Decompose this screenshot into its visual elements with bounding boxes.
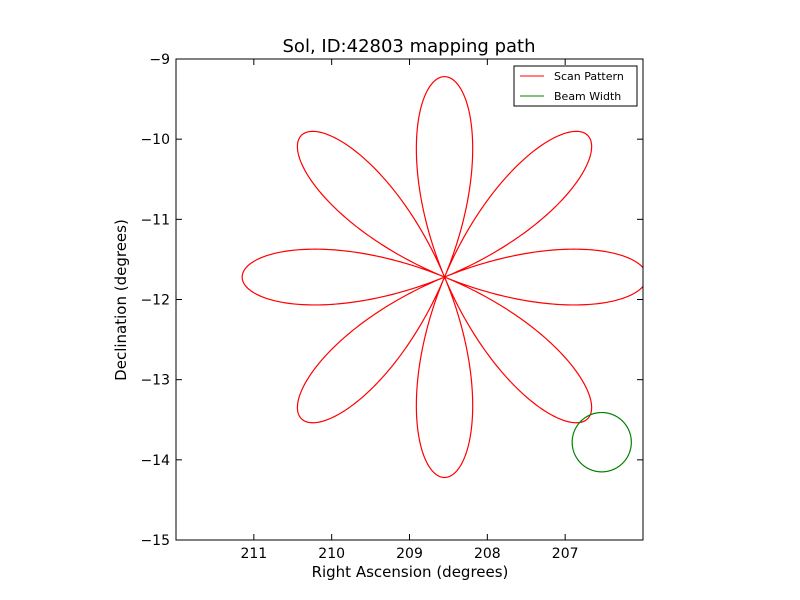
legend-label-beam-width: Beam Width	[554, 90, 621, 103]
chart-title: Sol, ID:42803 mapping path	[283, 36, 536, 57]
y-tick-label: −13	[140, 373, 170, 389]
legend: Scan Pattern Beam Width	[513, 65, 638, 107]
y-tick-label: −12	[140, 293, 170, 309]
x-tick-label: 209	[396, 546, 423, 562]
y-tick-label: −15	[140, 533, 170, 549]
x-tick-label: 210	[318, 546, 345, 562]
y-axis: −9 −10 −11 −12 −13 −14 −15	[140, 52, 643, 549]
y-tick-label: −9	[149, 52, 170, 68]
x-axis: 211 210 209 208 207	[240, 59, 579, 562]
x-tick-label: 207	[552, 546, 579, 562]
y-tick-label: −11	[140, 212, 170, 228]
legend-box	[513, 65, 638, 107]
x-tick-label: 211	[240, 546, 267, 562]
x-axis-title: Right Ascension (degrees)	[312, 563, 509, 581]
x-tick-label: 208	[474, 546, 501, 562]
y-tick-label: −14	[140, 453, 170, 469]
series-line-beam-width	[571, 411, 632, 473]
plot-area	[175, 58, 644, 541]
series-line-scan-pattern	[241, 76, 643, 479]
y-axis-title: Declination (degrees)	[112, 219, 130, 381]
y-tick-label: −10	[140, 132, 170, 148]
legend-label-scan-pattern: Scan Pattern	[554, 70, 624, 83]
